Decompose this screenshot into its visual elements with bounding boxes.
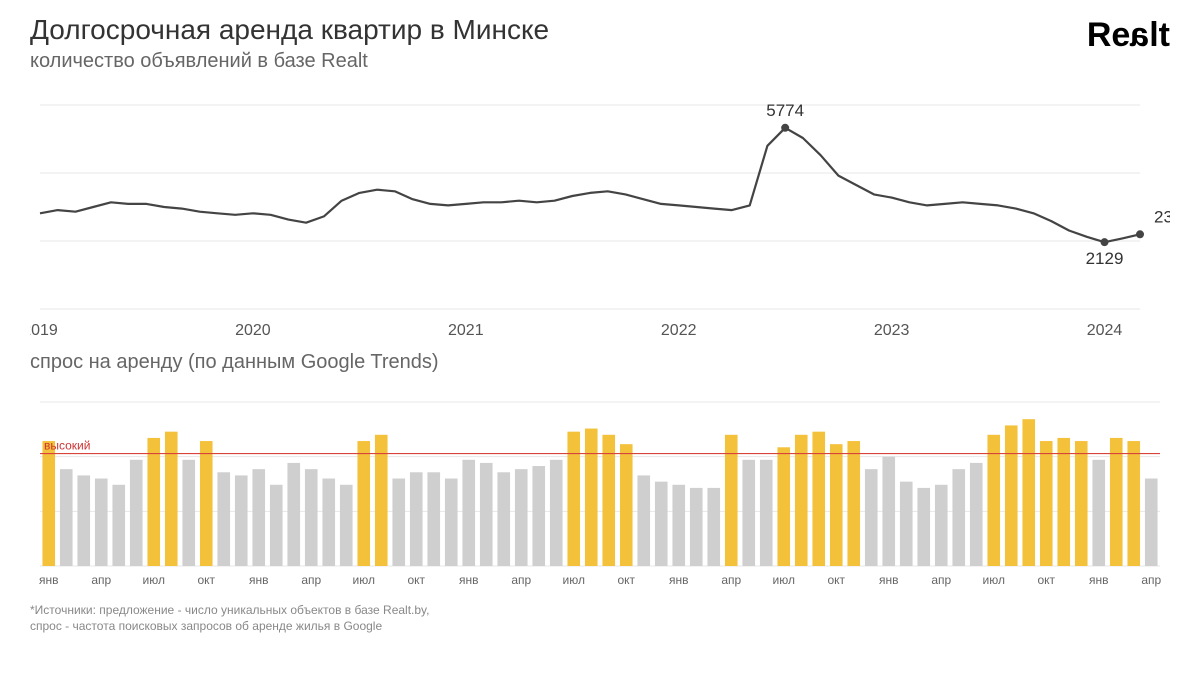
footnote-line2: спрос - частота поисковых запросов об ар… — [30, 618, 1170, 634]
svg-text:янв: янв — [879, 573, 899, 587]
footnote-line1: *Источники: предложение - число уникальн… — [30, 602, 1170, 618]
svg-text:июл: июл — [353, 573, 375, 587]
svg-text:янв: янв — [249, 573, 269, 587]
svg-text:окт: окт — [197, 573, 215, 587]
svg-text:июл: июл — [773, 573, 795, 587]
svg-text:высокий: высокий — [44, 439, 90, 453]
svg-text:2023: 2023 — [874, 322, 910, 339]
svg-text:янв: янв — [459, 573, 479, 587]
svg-text:2019: 2019 — [30, 322, 58, 339]
svg-text:2129: 2129 — [1086, 249, 1124, 268]
svg-text:апр: апр — [91, 573, 111, 587]
svg-text:2020: 2020 — [235, 322, 271, 339]
svg-text:2381: 2381 — [1154, 207, 1170, 226]
svg-text:июл: июл — [563, 573, 585, 587]
svg-text:янв: янв — [669, 573, 689, 587]
footnote: *Источники: предложение - число уникальн… — [0, 596, 1200, 634]
svg-text:окт: окт — [827, 573, 845, 587]
bar-chart-title: спрос на аренду (по данным Google Trends… — [0, 345, 1200, 374]
svg-text:апр: апр — [931, 573, 951, 587]
svg-text:5774: 5774 — [766, 101, 804, 120]
svg-text:июл: июл — [983, 573, 1005, 587]
svg-text:2022: 2022 — [661, 322, 697, 339]
svg-text:апр: апр — [721, 573, 741, 587]
line-chart: 5774 2129 2381 2019 2020 2021 2022 2023 2024 — [30, 85, 1170, 345]
svg-text:июл: июл — [143, 573, 165, 587]
page-title: Долгосрочная аренда квартир в Минске — [30, 14, 1170, 46]
svg-text:окт: окт — [1037, 573, 1055, 587]
svg-text:2024: 2024 — [1087, 322, 1123, 339]
svg-text:янв: янв — [39, 573, 59, 587]
svg-text:2021: 2021 — [448, 322, 484, 339]
header: Долгосрочная аренда квартир в Минске кол… — [0, 0, 1200, 73]
svg-text:окт: окт — [407, 573, 425, 587]
svg-text:апр: апр — [511, 573, 531, 587]
page-subtitle: количество объявлений в базе Realt — [30, 50, 1170, 73]
bar-chart: высокий янв апр июл окт янв апр июл окт янв апр июл… — [30, 386, 1170, 596]
logo: Realt — [1087, 16, 1170, 55]
svg-text:окт: окт — [617, 573, 635, 587]
svg-text:апр: апр — [301, 573, 321, 587]
svg-text:апр: апр — [1141, 573, 1161, 587]
svg-text:янв: янв — [1089, 573, 1109, 587]
